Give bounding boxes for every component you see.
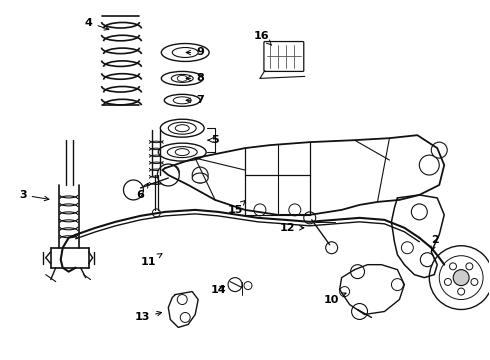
Text: 12: 12: [280, 223, 304, 233]
Circle shape: [352, 303, 368, 319]
Text: 11: 11: [141, 254, 162, 267]
Circle shape: [304, 212, 316, 224]
Text: 10: 10: [324, 293, 346, 305]
Ellipse shape: [192, 173, 208, 183]
Circle shape: [152, 209, 160, 217]
Circle shape: [157, 164, 179, 186]
Text: 8: 8: [186, 73, 204, 84]
Ellipse shape: [164, 94, 200, 106]
Ellipse shape: [161, 44, 209, 62]
Circle shape: [431, 142, 447, 158]
Circle shape: [401, 242, 414, 254]
Ellipse shape: [175, 149, 189, 156]
Circle shape: [180, 312, 190, 323]
Circle shape: [228, 278, 242, 292]
Ellipse shape: [175, 125, 189, 132]
Ellipse shape: [167, 147, 197, 158]
Circle shape: [412, 204, 427, 220]
Ellipse shape: [172, 75, 193, 82]
Circle shape: [123, 180, 144, 200]
Text: 4: 4: [85, 18, 109, 30]
Circle shape: [471, 278, 478, 285]
Circle shape: [177, 294, 187, 305]
Text: 9: 9: [186, 48, 204, 58]
Circle shape: [419, 155, 439, 175]
Circle shape: [439, 256, 483, 300]
Circle shape: [192, 167, 208, 183]
Circle shape: [392, 279, 403, 291]
Ellipse shape: [161, 71, 203, 85]
Ellipse shape: [160, 119, 204, 137]
Circle shape: [458, 288, 465, 295]
Circle shape: [340, 287, 349, 297]
Circle shape: [444, 278, 451, 285]
Circle shape: [289, 204, 301, 216]
FancyBboxPatch shape: [264, 41, 304, 71]
Text: 7: 7: [186, 95, 204, 105]
Circle shape: [449, 263, 457, 270]
Text: 14: 14: [210, 284, 226, 294]
Circle shape: [453, 270, 469, 285]
Circle shape: [350, 265, 365, 279]
Text: 15: 15: [227, 200, 245, 215]
Circle shape: [466, 263, 473, 270]
Text: 13: 13: [135, 311, 162, 323]
Circle shape: [165, 165, 179, 179]
Circle shape: [429, 246, 490, 310]
Ellipse shape: [168, 122, 196, 134]
Text: 2: 2: [431, 235, 439, 251]
Circle shape: [244, 282, 252, 289]
Text: 3: 3: [19, 190, 49, 201]
Text: 6: 6: [137, 183, 148, 200]
Ellipse shape: [158, 143, 206, 161]
Circle shape: [254, 204, 266, 216]
Text: 16: 16: [254, 31, 271, 45]
Text: 1: 1: [0, 359, 1, 360]
Ellipse shape: [172, 48, 198, 58]
Text: 5: 5: [208, 135, 219, 145]
Ellipse shape: [173, 97, 191, 104]
Circle shape: [326, 242, 338, 254]
Ellipse shape: [177, 75, 187, 81]
Circle shape: [420, 253, 434, 267]
